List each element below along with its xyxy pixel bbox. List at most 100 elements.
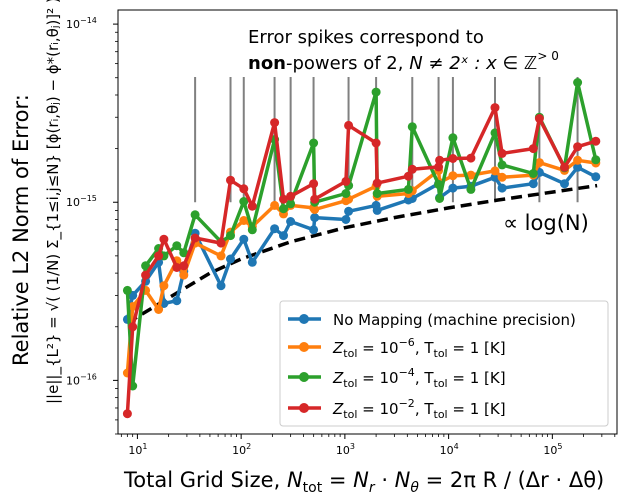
series-1-point-12	[270, 200, 280, 210]
series-layer	[122, 78, 601, 419]
x-label-suffix: = 2π R / (Δr · Δθ)	[419, 468, 604, 492]
series-2-point-25	[448, 133, 458, 143]
series-2-point-11	[247, 225, 257, 235]
series-line-2	[125, 80, 598, 388]
series-1-point-28	[497, 172, 507, 182]
annotation-sup: > 0	[537, 49, 559, 63]
series-1-point-3	[154, 305, 164, 314]
series-0-point-17	[341, 215, 351, 224]
x-tick-label-4: 105	[543, 442, 562, 457]
series-0-point-11	[247, 257, 257, 267]
series-3-point-6	[179, 261, 189, 271]
series-0-point-33	[591, 172, 601, 182]
series-3-point-21	[403, 171, 413, 181]
reference-line-layer	[126, 183, 598, 325]
annotation-rest: -powers of 2,	[286, 53, 409, 74]
series-3-point-17	[341, 176, 351, 186]
series-1-point-1	[128, 302, 138, 311]
series-3-point-3	[154, 251, 164, 261]
x-tick-label-2: 103	[336, 442, 355, 457]
series-3-point-0	[122, 409, 132, 419]
series-1-point-8	[216, 251, 226, 261]
series-3-point-11	[247, 201, 257, 211]
legend-entry-ztol-1e-4: Ztol = 10−4, Ttol = 1 [K]	[288, 366, 506, 390]
x-tick-label-3: 104	[440, 442, 459, 457]
series-0-point-16	[310, 213, 320, 223]
series-2-point-15	[309, 138, 319, 148]
y-tick-label-0: 10−16	[66, 372, 97, 387]
x-label-prefix: Total Grid Size,	[123, 468, 287, 492]
series-0-point-31	[560, 179, 569, 189]
log-reference-label: ∝ log(N)	[503, 211, 589, 235]
series-3-point-30	[534, 114, 544, 123]
series-3-point-28	[497, 148, 507, 158]
plot-frame	[117, 9, 618, 435]
series-2-point-24	[435, 194, 445, 203]
series-3-point-4	[159, 234, 169, 244]
series-line-0	[125, 165, 597, 320]
series-3-point-2	[141, 270, 151, 280]
series-0-point-32	[573, 162, 583, 172]
series-3-point-27	[490, 103, 500, 113]
series-0-point-20	[372, 205, 382, 215]
series-2-point-23	[434, 179, 444, 189]
series-2-point-22	[407, 122, 417, 132]
annotation-math: N ≠ 2ˣ : x ∈ ℤ	[409, 53, 537, 74]
series-2-point-17	[341, 189, 351, 198]
annotation-line-2: non-powers of 2, N ≠ 2ˣ : x ∈ ℤ> 0	[248, 49, 559, 74]
series-3-point-32	[573, 142, 583, 152]
x-tick-label-0: 101	[128, 442, 147, 457]
series-3-point-9	[226, 175, 235, 185]
series-0-point-28	[497, 183, 507, 193]
legend-label-ztol-1e-2: Ztol = 10−2, Ttol = 1 [K]	[332, 397, 506, 421]
series-1-point-25	[448, 171, 458, 181]
series-3-point-31	[560, 162, 569, 172]
series-3-point-13	[279, 194, 288, 204]
series-3-point-23	[434, 162, 444, 172]
series-1-point-27	[490, 166, 500, 176]
series-3-point-26	[466, 153, 476, 163]
series-1-point-4	[159, 281, 169, 291]
series-2-point-28	[497, 160, 507, 170]
series-2-point-20	[372, 189, 382, 198]
series-2-point-2	[141, 261, 151, 271]
series-0-point-10	[239, 234, 249, 244]
y-tick-label-1: 10−15	[66, 194, 97, 209]
series-3-point-5	[172, 263, 182, 272]
series-2-point-5	[172, 241, 182, 251]
series-2	[122, 78, 601, 391]
legend-entry-ztol-1e-2: Ztol = 10−2, Ttol = 1 [K]	[288, 397, 506, 421]
series-2-point-6	[179, 248, 189, 258]
legend-label-ztol-1e-6: Ztol = 10−6, Ttol = 1 [K]	[332, 336, 506, 360]
series-1-point-26	[466, 170, 476, 180]
series-3-point-14	[286, 191, 296, 201]
series-2-point-13	[279, 204, 288, 214]
series-0-point-29	[528, 179, 538, 189]
series-3-point-19	[371, 138, 381, 148]
series-0-point-8	[216, 281, 226, 291]
legend: No Mapping (machine precision) Ztol = 10…	[279, 300, 609, 427]
series-2-point-26	[466, 184, 476, 194]
series-3-point-29	[528, 144, 538, 154]
series-3-point-10	[239, 184, 249, 194]
series-2-point-7	[190, 210, 200, 220]
series-0-point-13	[279, 231, 288, 241]
series-2-point-33	[591, 155, 601, 165]
series-0-point-18	[344, 206, 354, 216]
legend-label-no-mapping: No Mapping (machine precision)	[333, 311, 576, 329]
series-2-point-19	[371, 87, 381, 97]
series-2-point-32	[573, 78, 583, 87]
series-2-point-9	[226, 231, 235, 241]
series-3-point-18	[344, 120, 354, 130]
series-0-point-15	[309, 225, 319, 235]
series-3-point-22	[407, 164, 417, 174]
axis-ticks: 101 102 103 104 105 10−16 10−15 10−14	[66, 16, 616, 457]
series-2-point-29	[528, 169, 538, 178]
y-tick-label-2: 10−14	[66, 16, 97, 31]
series-2-point-14	[286, 199, 296, 209]
legend-entry-no-mapping: No Mapping (machine precision)	[288, 311, 576, 329]
annotation-bold: non	[248, 53, 286, 74]
series-2-point-10	[239, 197, 249, 206]
series-3-point-33	[591, 136, 601, 146]
reference-log-line	[126, 183, 598, 325]
